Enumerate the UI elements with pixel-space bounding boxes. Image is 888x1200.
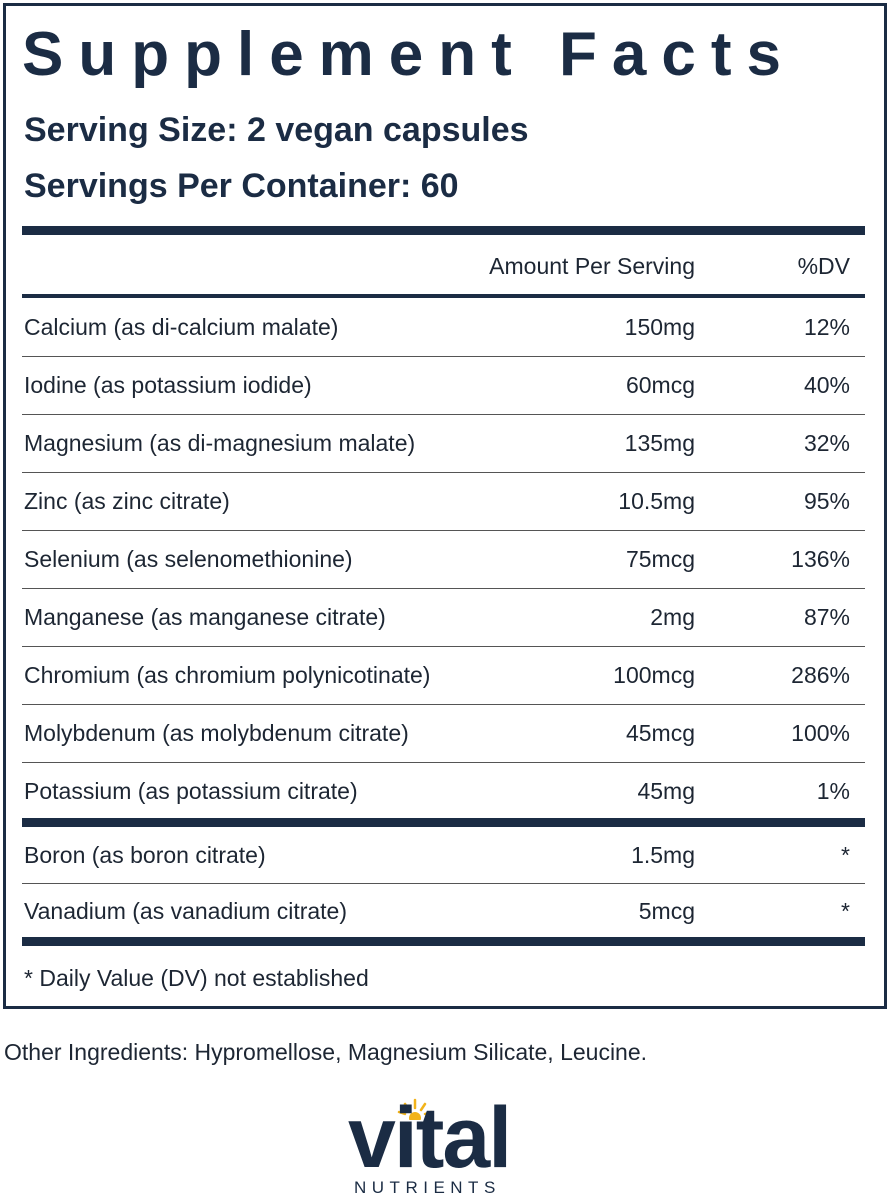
- facts-panel: [3, 3, 887, 1009]
- thick-rule: [22, 818, 865, 827]
- nutrient-name: Calcium (as di-calcium malate): [24, 314, 339, 340]
- amount: 150mg: [624, 314, 695, 340]
- daily-value: 40%: [803, 372, 850, 398]
- nutrient-name: Vanadium (as vanadium citrate): [24, 898, 347, 924]
- servings-per-container: Servings Per Container: 60: [24, 167, 459, 205]
- daily-value: *: [841, 842, 850, 868]
- row-divider: [22, 646, 865, 647]
- amount: 1.5mg: [631, 842, 695, 868]
- header-rule: [22, 294, 865, 298]
- row-divider: [22, 356, 865, 357]
- daily-value: 95%: [803, 488, 850, 514]
- nutrient-name: Manganese (as manganese citrate): [24, 604, 386, 630]
- daily-value: 136%: [791, 546, 850, 572]
- daily-value: 32%: [803, 430, 850, 456]
- footnote: * Daily Value (DV) not established: [24, 965, 369, 991]
- column-header: Amount Per Serving: [489, 253, 695, 279]
- daily-value: 100%: [791, 720, 850, 746]
- row-divider: [22, 883, 865, 884]
- daily-value: 12%: [803, 314, 850, 340]
- row-divider: [22, 414, 865, 415]
- nutrient-name: Potassium (as potassium citrate): [24, 778, 358, 804]
- title: Supplement Facts: [22, 20, 796, 89]
- logo-sun: [397, 1098, 433, 1120]
- amount: 5mcg: [638, 898, 695, 924]
- row-divider: [22, 530, 865, 531]
- amount: 100mcg: [613, 662, 695, 688]
- nutrient-name: Zinc (as zinc citrate): [24, 488, 230, 514]
- amount: 75mcg: [625, 546, 695, 572]
- nutrient-name: Magnesium (as di-magnesium malate): [24, 430, 416, 456]
- daily-value: 87%: [803, 604, 850, 630]
- nutrient-name: Chromium (as chromium polynicotinate): [24, 662, 431, 688]
- brand-name: vital: [348, 1090, 512, 1186]
- amount: 45mcg: [625, 720, 695, 746]
- brand-tagline: NUTRIENTS: [354, 1178, 501, 1197]
- amount: 60mcg: [625, 372, 695, 398]
- thick-rule: [22, 226, 865, 235]
- amount: 45mg: [637, 778, 695, 804]
- nutrient-name: Boron (as boron citrate): [24, 842, 266, 868]
- serving-size: Serving Size: 2 vegan capsules: [24, 111, 529, 149]
- column-header: %DV: [797, 253, 850, 279]
- other-ingredients: Other Ingredients: Hypromellose, Magnesi…: [4, 1039, 648, 1065]
- row-divider: [22, 704, 865, 705]
- daily-value: 1%: [816, 778, 850, 804]
- amount: 10.5mg: [618, 488, 695, 514]
- daily-value: *: [841, 898, 850, 924]
- daily-value: 286%: [791, 662, 850, 688]
- amount: 135mg: [624, 430, 695, 456]
- thick-rule: [22, 937, 865, 946]
- nutrient-name: Selenium (as selenomethionine): [24, 546, 353, 572]
- nutrient-name: Iodine (as potassium iodide): [24, 372, 312, 398]
- amount: 2mg: [650, 604, 695, 630]
- row-divider: [22, 588, 865, 589]
- row-divider: [22, 762, 865, 763]
- nutrient-name: Molybdenum (as molybdenum citrate): [24, 720, 409, 746]
- row-divider: [22, 472, 865, 473]
